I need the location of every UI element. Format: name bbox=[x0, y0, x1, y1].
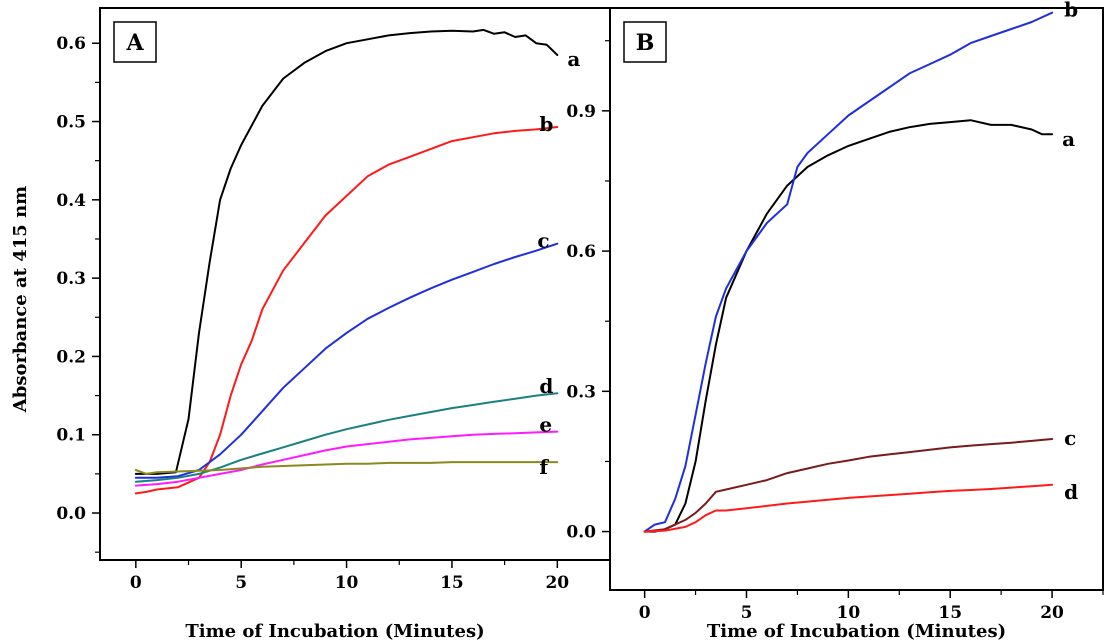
panel-b-x-axis-label: Time of Incubation (Minutes) bbox=[707, 621, 1006, 642]
x-tick-label: 10 bbox=[837, 603, 861, 623]
panel-a-curve-labels: a b c def bbox=[537, 47, 580, 479]
series-d-label: d bbox=[539, 374, 553, 398]
series-e-label: e bbox=[539, 413, 552, 437]
series-c-line bbox=[643, 438, 1054, 533]
y-tick-label: 0.0 bbox=[566, 523, 596, 543]
series-d-label: d bbox=[1064, 480, 1078, 504]
y-tick-label: 0.2 bbox=[56, 347, 86, 367]
x-tick-label: 5 bbox=[741, 603, 753, 623]
y-tick-label: 0.6 bbox=[566, 242, 596, 262]
x-tick-label: 20 bbox=[545, 573, 569, 593]
x-tick-label: 10 bbox=[335, 573, 359, 593]
y-tick-label: 0.3 bbox=[566, 382, 596, 402]
y-tick-label: 0.9 bbox=[566, 102, 596, 122]
series-b-label: b bbox=[539, 112, 553, 136]
panel-a-y-axis-label: Absorbance at 415 nm bbox=[10, 186, 31, 413]
series-c-label: c bbox=[537, 229, 549, 253]
panel-a-letter-box bbox=[113, 21, 157, 63]
panel-b-letter-box bbox=[623, 21, 667, 63]
x-tick-label: 15 bbox=[938, 603, 962, 623]
x-tick-label: 15 bbox=[440, 573, 464, 593]
panel-a: 0 5 10 15 20 0.0 0.1 0.2 0.3 0.4 0.5 0.6 a b c def A T… bbox=[10, 7, 611, 642]
y-tick-label: 0.0 bbox=[56, 504, 86, 524]
panel-b: 0 5 10 15 20 0.0 0.3 0.6 0.9 a b c d B Time of Incu… bbox=[566, 0, 1104, 642]
y-tick-label: 0.6 bbox=[56, 34, 86, 54]
series-d-line bbox=[643, 483, 1054, 533]
y-tick-label: 0.3 bbox=[56, 269, 86, 289]
x-tick-label: 20 bbox=[1040, 603, 1064, 623]
series-a-label: a bbox=[567, 47, 580, 71]
panel-b-frame bbox=[609, 7, 1104, 591]
series-f-label: f bbox=[539, 455, 549, 479]
panel-a-ticks: 0 5 10 15 20 0.0 0.1 0.2 0.3 0.4 0.5 0.6 bbox=[56, 34, 611, 593]
series-c-line bbox=[134, 242, 559, 479]
series-b-label: b bbox=[1064, 0, 1078, 22]
series-a-line bbox=[134, 28, 559, 475]
panel-a-series bbox=[134, 28, 559, 495]
panel-a-x-axis-label: Time of Incubation (Minutes) bbox=[185, 621, 484, 642]
panel-b-curve-labels: a b c d bbox=[1062, 0, 1078, 504]
panel-a-letter: A bbox=[125, 30, 144, 56]
series-c-label: c bbox=[1064, 426, 1076, 450]
series-d-line bbox=[134, 392, 559, 483]
panel-b-letter: B bbox=[636, 30, 655, 56]
x-tick-label: 0 bbox=[639, 603, 651, 623]
series-e-line bbox=[134, 430, 559, 487]
panel-b-series bbox=[643, 11, 1054, 533]
series-a-line bbox=[643, 119, 1054, 533]
x-tick-label: 5 bbox=[235, 573, 247, 593]
y-tick-label: 0.4 bbox=[56, 191, 86, 211]
x-tick-label: 0 bbox=[130, 573, 142, 593]
panel-b-ticks: 0 5 10 15 20 0.0 0.3 0.6 0.9 bbox=[566, 40, 1104, 623]
series-b-line bbox=[643, 11, 1054, 533]
y-tick-label: 0.1 bbox=[56, 426, 86, 446]
series-f-line bbox=[134, 461, 559, 475]
y-tick-label: 0.5 bbox=[56, 113, 86, 133]
series-a-label: a bbox=[1062, 127, 1075, 151]
